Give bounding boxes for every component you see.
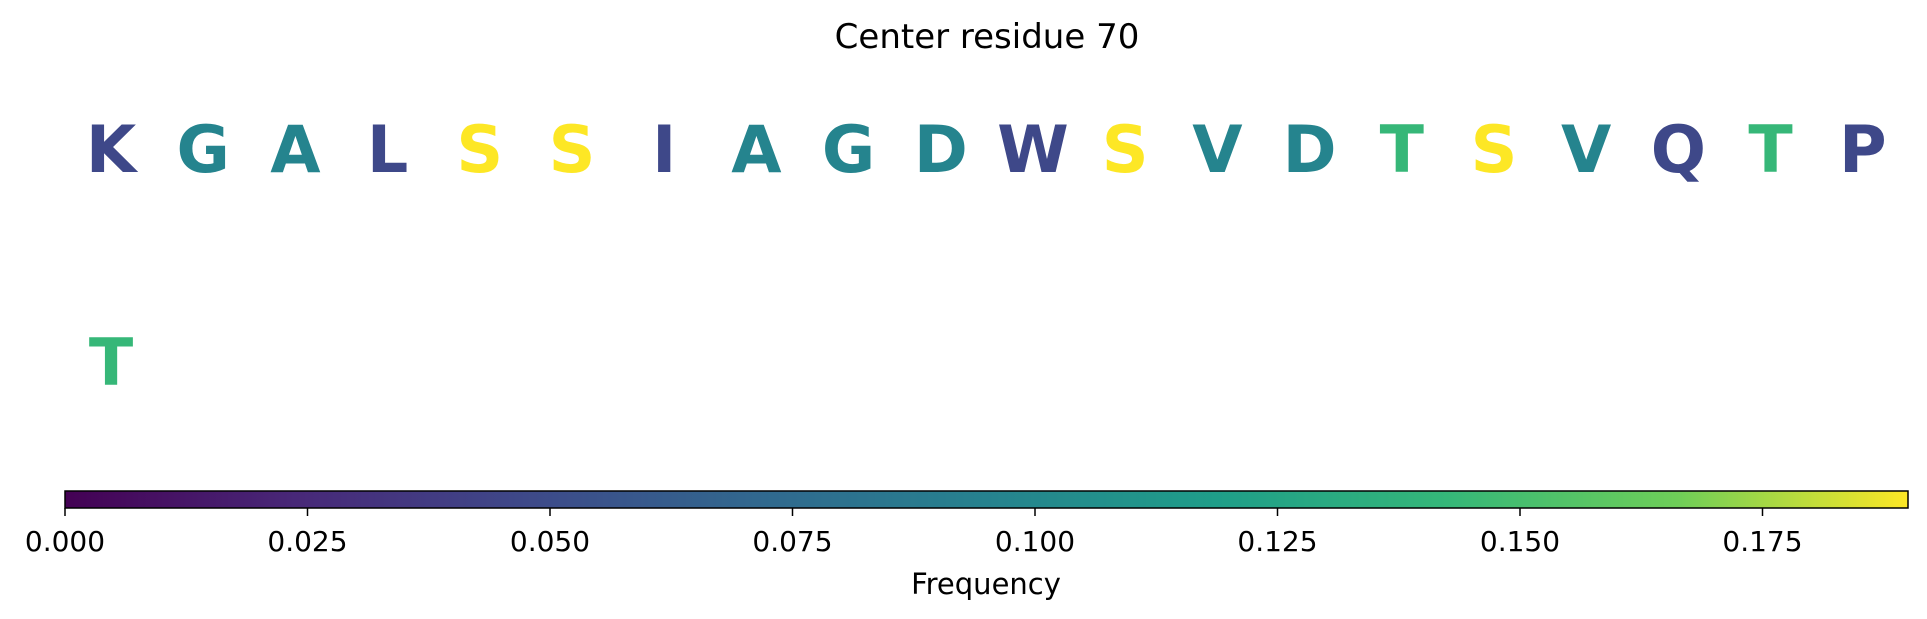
colorbar-tick-label-5: 0.100 (995, 525, 1075, 558)
colorbar-tick-label-8: 0.175 (1722, 525, 1802, 558)
residue-letter-r1-10: D (914, 113, 968, 188)
residue-letter-r1-9: G (822, 113, 875, 188)
residue-logo: K G A L S S I A G D W S V D T S V Q T PT (86, 113, 1887, 401)
residue-letter-r1-7: I (652, 113, 676, 188)
colorbar-tick-label-2: 0.025 (267, 525, 347, 558)
residue-letter-r1-6: S (549, 113, 596, 188)
colorbar-gradient (65, 491, 1908, 508)
colorbar-frame (64, 490, 1909, 509)
colorbar-tick-label-3: 0.050 (510, 525, 590, 558)
chart-title: Center residue 70 (835, 17, 1140, 57)
colorbar-label: Frequency (911, 567, 1061, 601)
residue-letter-r1-12: S (1102, 113, 1149, 188)
residue-letter-r1-8: A (731, 113, 781, 188)
colorbar-tick-label-1: 0.000 (25, 525, 105, 558)
residue-letter-r1-4: L (367, 113, 408, 188)
residue-letter-r1-17: V (1561, 113, 1611, 188)
colorbar-tick-label-7: 0.150 (1480, 525, 1560, 558)
residue-letter-r1-15: T (1380, 113, 1424, 188)
residue-letter-r1-3: A (270, 113, 320, 188)
residue-letter-r1-1: K (86, 113, 139, 188)
residue-letter-r1-11: W (997, 113, 1069, 188)
colorbar-tick-label-6: 0.125 (1237, 525, 1317, 558)
residue-letter-r1-18: Q (1651, 113, 1706, 188)
colorbar: 0.000 0.025 0.050 0.075 0.100 0.125 0.150 0.175… (25, 490, 1909, 601)
colorbar-tick-label-4: 0.075 (752, 525, 832, 558)
residue-letter-r1-13: V (1192, 113, 1242, 188)
residue-letter-r1-14: D (1283, 113, 1337, 188)
residue-letter-r1-20: P (1839, 113, 1887, 188)
residue-letter-r1-2: G (177, 113, 230, 188)
residue-letter-r1-16: S (1471, 113, 1518, 188)
residue-letter-r2-1: T (89, 326, 133, 401)
colorbar-ticks: 0.000 0.025 0.050 0.075 0.100 0.125 0.150 0.175 (25, 508, 1803, 558)
residue-letter-r1-19: T (1748, 113, 1792, 188)
residue-letter-r1-5: S (456, 113, 503, 188)
